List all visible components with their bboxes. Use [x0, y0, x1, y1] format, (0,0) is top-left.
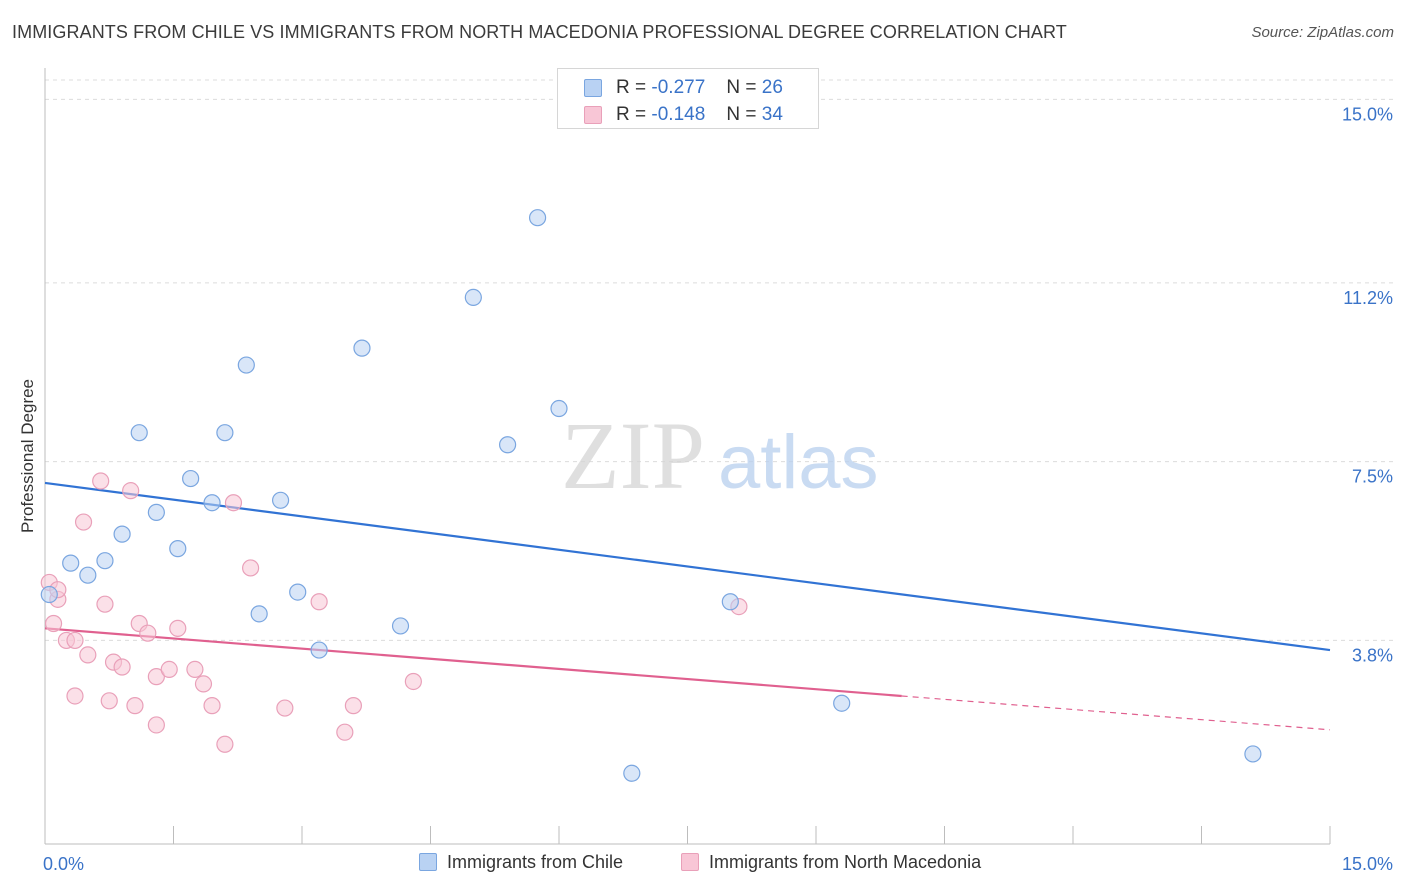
trend-line-macedonia — [44, 627, 902, 698]
point-chile — [250, 605, 268, 623]
n-value-macedonia: 34 — [761, 104, 783, 125]
point-chile — [391, 617, 410, 635]
point-macedonia — [216, 735, 234, 753]
point-macedonia — [92, 472, 110, 490]
r-value-chile: -0.277 — [651, 77, 706, 98]
point-chile — [464, 288, 482, 307]
point-chile — [1244, 745, 1262, 763]
n-value-chile: 26 — [761, 77, 783, 98]
point-macedonia — [344, 697, 362, 715]
point-chile — [40, 585, 58, 604]
point-macedonia — [276, 699, 294, 717]
point-macedonia — [336, 723, 354, 741]
legend-item-chile: Immigrants from Chile — [419, 852, 623, 873]
y-tick-label: 7.5% — [1352, 467, 1393, 487]
point-macedonia — [44, 614, 63, 633]
point-macedonia — [66, 631, 84, 650]
chile-swatch — [584, 79, 602, 97]
legend-label-macedonia: Immigrants from North Macedonia — [709, 852, 982, 872]
tick-labels: 3.8% 7.5% 11.2% 15.0% 0.0% 15.0% — [43, 104, 1393, 874]
point-chile — [237, 356, 255, 374]
point-chile — [147, 503, 165, 521]
point-chile — [721, 593, 739, 611]
chart-title: IMMIGRANTS FROM CHILE VS IMMIGRANTS FROM… — [12, 22, 1067, 42]
point-chile — [182, 469, 200, 488]
point-chile — [130, 424, 148, 442]
point-chile — [833, 694, 851, 712]
trend-line-extension-macedonia — [901, 695, 1331, 731]
point-macedonia — [186, 660, 204, 679]
r-label: R = — [616, 104, 647, 125]
point-macedonia — [404, 672, 422, 691]
x-tick-label: 0.0% — [43, 854, 84, 874]
point-chile — [499, 436, 517, 454]
point-chile — [96, 552, 114, 570]
legend-item-macedonia: Immigrants from North Macedonia — [681, 852, 981, 873]
watermark-zip: ZIP — [561, 402, 705, 509]
point-chile — [203, 494, 221, 512]
point-macedonia — [203, 697, 221, 715]
point-chile — [528, 209, 547, 227]
point-macedonia — [147, 668, 165, 686]
y-tick-label: 15.0% — [1342, 104, 1393, 124]
n-label: N = — [726, 104, 757, 125]
trend-line-chile — [44, 481, 1331, 652]
point-macedonia — [139, 624, 157, 642]
point-chile — [216, 424, 234, 442]
point-macedonia — [126, 697, 144, 715]
point-chile — [271, 491, 290, 509]
point-macedonia — [113, 658, 131, 676]
y-tick-label: 11.2% — [1343, 288, 1393, 308]
n-label: N = — [726, 77, 757, 98]
macedonia-swatch — [681, 853, 699, 871]
chile-swatch — [419, 853, 437, 871]
point-macedonia — [310, 593, 328, 611]
point-macedonia — [169, 619, 187, 637]
point-chile — [113, 525, 131, 543]
source-note: Source: ZipAtlas.com — [1251, 24, 1394, 41]
r-value-macedonia: -0.148 — [651, 104, 706, 125]
point-chile — [289, 583, 307, 601]
point-macedonia — [160, 660, 178, 679]
point-macedonia — [242, 559, 260, 577]
point-chile — [310, 641, 328, 659]
y-tick-label: 3.8% — [1352, 645, 1393, 665]
watermark: ZIP atlas — [561, 402, 879, 509]
point-macedonia — [122, 482, 140, 500]
point-macedonia — [147, 716, 165, 734]
legend-label-chile: Immigrants from Chile — [447, 852, 624, 872]
r-label: R = — [616, 77, 647, 98]
point-macedonia — [224, 494, 243, 512]
point-macedonia — [96, 595, 114, 613]
point-chile — [353, 339, 371, 357]
trend-lines — [44, 481, 1331, 731]
point-macedonia — [66, 687, 84, 705]
point-chile — [79, 566, 97, 584]
macedonia-swatch — [584, 106, 602, 124]
point-macedonia — [100, 692, 118, 710]
point-chile — [550, 399, 568, 418]
point-chile — [169, 540, 187, 558]
correlation-legend: R = -0.277 N = 26 R = -0.148 N = 34 — [557, 68, 819, 129]
watermark-atlas: atlas — [718, 420, 879, 505]
point-macedonia — [194, 675, 213, 693]
x-tick-label: 15.0% — [1342, 854, 1393, 874]
point-chile — [62, 554, 80, 572]
axes — [44, 68, 1331, 845]
point-chile — [623, 764, 641, 782]
point-macedonia — [79, 646, 97, 664]
point-macedonia — [74, 513, 93, 531]
data-points — [40, 209, 1262, 782]
